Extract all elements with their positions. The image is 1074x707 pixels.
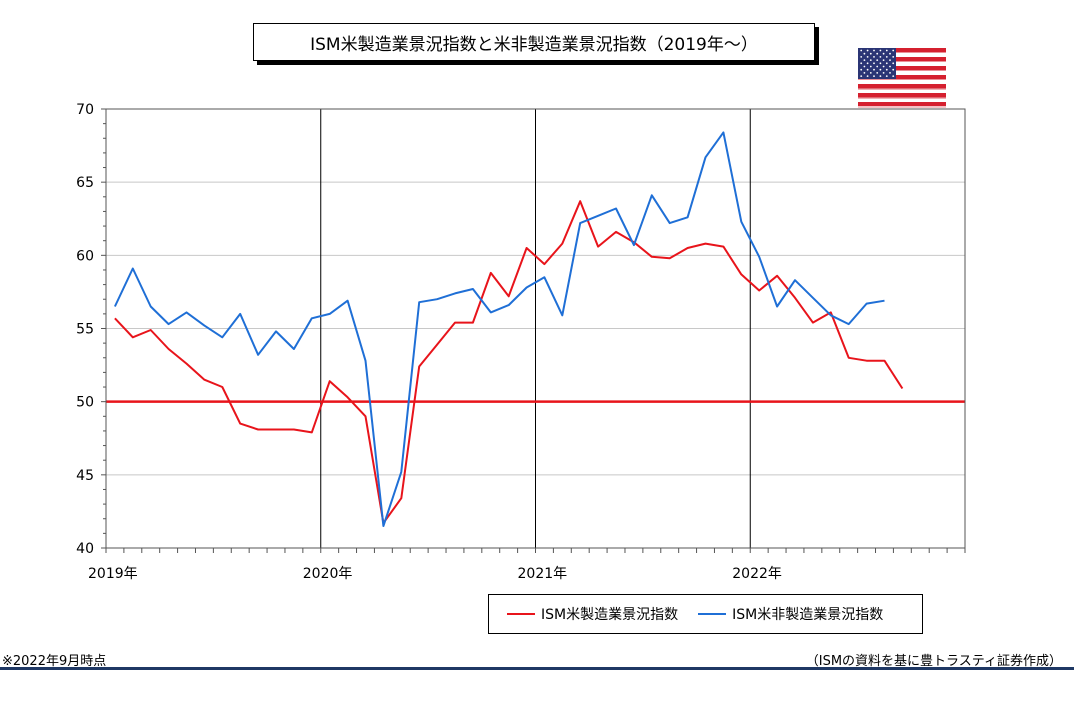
footnote: ※2022年9月時点: [2, 654, 107, 669]
flag-star: [876, 72, 879, 74]
flag-star: [876, 59, 879, 61]
flag-star: [889, 59, 891, 61]
flag-star: [892, 62, 895, 65]
flag-star: [892, 75, 895, 77]
flag-star: [892, 49, 895, 52]
legend-swatch-manufacturing: [507, 613, 535, 615]
x-tick-label: 2019年: [88, 566, 138, 582]
flag-star: [873, 75, 875, 77]
flag-star: [882, 59, 885, 61]
legend-label-services: ISM米非製造業景況指数: [732, 607, 884, 623]
x-axis-ticks: 2019年 2020年 2021年 2022年: [88, 548, 966, 582]
flag-star: [885, 68, 888, 71]
flag-star: [879, 49, 882, 52]
flag-star: [860, 75, 863, 77]
flag-star: [869, 65, 872, 68]
flag-star: [869, 59, 872, 61]
series-line-manufacturing: [114, 200, 904, 525]
flag-star: [863, 65, 866, 68]
flag-star: [885, 49, 888, 52]
flag-star: [879, 62, 882, 65]
flag-star: [873, 49, 875, 52]
flag-star: [882, 52, 885, 55]
flag-star: [860, 49, 863, 52]
flag-star: [885, 62, 888, 65]
flag-star: [866, 75, 869, 77]
flag-star: [876, 65, 879, 68]
x-tick-label: 2021年: [518, 566, 568, 582]
flag-star: [873, 56, 875, 58]
flag-star: [876, 52, 879, 55]
flag-star: [863, 59, 866, 61]
y-tick-label: 50: [76, 395, 94, 411]
flag-star: [879, 75, 882, 77]
flag-star: [885, 75, 888, 77]
flag-star: [866, 49, 869, 52]
flag-star: [866, 62, 869, 65]
y-tick-label: 45: [76, 468, 94, 484]
y-tick-label: 55: [76, 322, 94, 338]
y-tick-label: 65: [76, 175, 94, 191]
y-tick-label: 70: [76, 102, 94, 118]
flag-star: [892, 68, 895, 71]
flag-star: [879, 68, 882, 71]
flag-star: [869, 52, 872, 55]
series-lines: [106, 131, 965, 527]
flag-star: [860, 68, 863, 71]
y-axis-ticks: 40 45 50 55 60 65 70: [76, 102, 106, 557]
flag-star: [873, 62, 875, 65]
flag-star: [892, 56, 895, 58]
legend-swatch-services: [698, 613, 727, 615]
y-tick-label: 60: [76, 248, 94, 264]
flag-star: [866, 68, 869, 71]
us-flag-icon: [858, 48, 946, 128]
flag-star: [860, 56, 863, 58]
legend-label-manufacturing: ISM米製造業景況指数: [541, 607, 679, 623]
flag-star: [882, 72, 885, 74]
plot-area-border: [105, 108, 966, 549]
legend-item-services: ISM米非製造業景況指数: [698, 604, 883, 624]
flag-star: [889, 65, 891, 68]
flag-star: [882, 65, 885, 68]
flag-star: [889, 52, 891, 55]
flag-star: [885, 56, 888, 58]
series-line-services: [113, 131, 885, 527]
flag-star: [889, 72, 891, 74]
flag-star: [866, 56, 869, 58]
flag-star: [863, 72, 866, 74]
legend-item-manufacturing: ISM米製造業景況指数: [507, 604, 678, 624]
flag-star: [873, 68, 875, 71]
flag-star: [863, 52, 866, 55]
x-tick-label: 2020年: [303, 566, 353, 582]
y-tick-label: 40: [76, 541, 94, 557]
chart-title: ISM米製造業景況指数と米非製造業景況指数（2019年～）: [253, 23, 815, 61]
legend: ISM米製造業景況指数 ISM米非製造業景況指数: [488, 594, 923, 634]
bottom-rule: [0, 667, 1074, 670]
source-note: （ISMの資料を基に豊トラスティ証券作成）: [805, 654, 1062, 669]
flag-star: [860, 62, 863, 65]
flag-star: [879, 56, 882, 58]
flag-star: [869, 72, 872, 74]
x-tick-label: 2022年: [732, 566, 782, 582]
